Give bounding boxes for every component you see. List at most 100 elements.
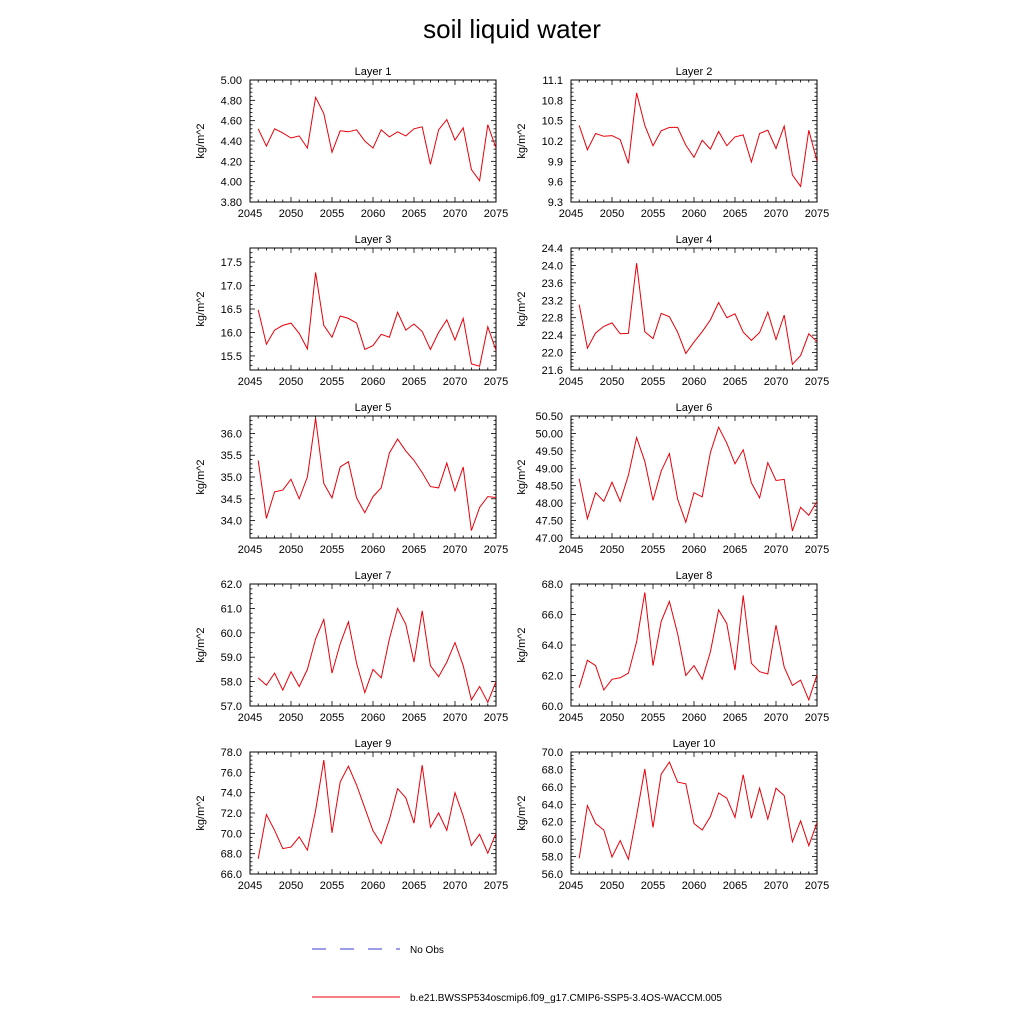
x-tick-label: 2070 (764, 208, 788, 220)
x-tick-label: 2060 (361, 712, 385, 724)
x-tick-label: 2065 (402, 880, 426, 892)
y-tick-label: 22.0 (542, 348, 563, 360)
y-tick-label: 60.0 (542, 834, 563, 846)
y-tick-label: 60.0 (542, 701, 563, 713)
panel-title: Layer 8 (676, 570, 713, 582)
panel-title: Layer 4 (676, 234, 713, 246)
y-tick-label: 70.0 (542, 747, 563, 759)
y-tick-label: 4.20 (221, 156, 242, 168)
x-tick-label: 2045 (238, 208, 262, 220)
x-tick-label: 2065 (723, 376, 747, 388)
y-axis-label: kg/m^2 (195, 123, 207, 158)
y-tick-label: 4.60 (221, 116, 242, 128)
x-tick-label: 2045 (559, 208, 583, 220)
series-line (578, 425, 817, 532)
x-tick-label: 2070 (443, 376, 467, 388)
series-line (257, 418, 496, 531)
x-tick-label: 2065 (723, 712, 747, 724)
y-axis-label: kg/m^2 (195, 459, 207, 494)
figure-title: soil liquid water (423, 14, 601, 44)
y-tick-label: 34.0 (221, 516, 242, 528)
y-tick-label: 48.50 (535, 481, 563, 493)
x-tick-label: 2065 (723, 544, 747, 556)
y-tick-label: 60.0 (221, 628, 242, 640)
y-tick-label: 11.1 (542, 75, 563, 87)
x-tick-label: 2045 (238, 376, 262, 388)
panel-title: Layer 5 (355, 402, 392, 414)
x-tick-label: 2075 (484, 376, 508, 388)
y-tick-label: 21.6 (542, 365, 563, 377)
x-tick-label: 2070 (443, 208, 467, 220)
y-tick-label: 9.9 (548, 156, 563, 168)
y-tick-label: 56.0 (542, 869, 563, 881)
x-tick-label: 2075 (484, 544, 508, 556)
series-line (578, 592, 817, 702)
x-tick-label: 2060 (361, 208, 385, 220)
x-tick-label: 2060 (682, 712, 706, 724)
y-axis-label: kg/m^2 (195, 291, 207, 326)
plot-frame (570, 751, 818, 875)
plot-frame (570, 415, 818, 539)
x-tick-label: 2055 (641, 208, 665, 220)
x-tick-label: 2060 (682, 376, 706, 388)
x-tick-label: 2075 (805, 880, 829, 892)
y-tick-label: 74.0 (221, 788, 242, 800)
y-axis-label: kg/m^2 (516, 123, 528, 158)
series-line (257, 760, 496, 859)
x-tick-label: 2045 (559, 712, 583, 724)
x-tick-label: 2060 (361, 880, 385, 892)
panel-layer-6: Layer 6 2045 2050 2055 2060 2065 2070 2075 47.00… (516, 402, 829, 556)
x-tick-label: 2055 (641, 544, 665, 556)
x-tick-label: 2050 (600, 544, 624, 556)
panel-title: Layer 3 (355, 234, 392, 246)
panel-layer-10: Layer 10 2045 2050 2055 2060 2065 2070 2075 56.0… (516, 738, 829, 892)
y-tick-label: 17.5 (221, 257, 242, 269)
x-tick-label: 2055 (320, 712, 344, 724)
x-tick-label: 2055 (320, 376, 344, 388)
x-tick-label: 2070 (443, 880, 467, 892)
x-tick-label: 2070 (764, 376, 788, 388)
x-tick-label: 2060 (361, 544, 385, 556)
y-tick-label: 10.2 (542, 136, 563, 148)
y-tick-label: 35.5 (221, 450, 242, 462)
series-line (578, 263, 817, 366)
y-tick-label: 66.0 (542, 610, 563, 622)
x-tick-label: 2055 (320, 208, 344, 220)
y-tick-label: 4.00 (221, 177, 242, 189)
x-tick-label: 2070 (443, 544, 467, 556)
y-tick-label: 62.0 (542, 817, 563, 829)
panel-layer-1: Layer 1 2045 2050 2055 2060 2065 2070 2075 3.80 4… (195, 66, 508, 220)
y-tick-label: 62.0 (542, 671, 563, 683)
y-tick-label: 62.0 (221, 579, 242, 591)
panel-title: Layer 9 (355, 738, 392, 750)
x-tick-label: 2065 (723, 208, 747, 220)
panel-title: Layer 7 (355, 570, 392, 582)
y-tick-label: 64.0 (542, 799, 563, 811)
x-tick-label: 2075 (484, 880, 508, 892)
x-tick-label: 2045 (559, 544, 583, 556)
y-tick-label: 66.0 (542, 782, 563, 794)
x-tick-label: 2075 (805, 544, 829, 556)
y-tick-label: 34.5 (221, 494, 242, 506)
y-axis-label: kg/m^2 (516, 795, 528, 830)
y-tick-label: 49.00 (535, 463, 563, 475)
x-tick-label: 2050 (279, 880, 303, 892)
y-tick-label: 78.0 (221, 747, 242, 759)
y-tick-label: 68.0 (221, 849, 242, 861)
x-tick-label: 2070 (443, 712, 467, 724)
series-line (257, 95, 496, 182)
y-tick-label: 57.0 (221, 701, 242, 713)
panels: Layer 1 2045 2050 2055 2060 2065 2070 2075 3.80 4… (195, 66, 829, 892)
x-tick-label: 2050 (279, 376, 303, 388)
legend-model-label: b.e21.BWSSP534oscmip6.f09_g17.CMIP6-SSP5… (410, 993, 722, 1004)
panel-layer-4: Layer 4 2045 2050 2055 2060 2065 2070 2075 21.6 2… (516, 234, 829, 388)
y-tick-label: 3.80 (221, 197, 242, 209)
series-line (578, 92, 817, 188)
x-tick-label: 2050 (600, 880, 624, 892)
x-tick-label: 2065 (402, 544, 426, 556)
y-tick-label: 24.4 (542, 243, 563, 255)
y-tick-label: 76.0 (221, 767, 242, 779)
y-tick-label: 61.0 (221, 603, 242, 615)
x-tick-label: 2055 (320, 880, 344, 892)
